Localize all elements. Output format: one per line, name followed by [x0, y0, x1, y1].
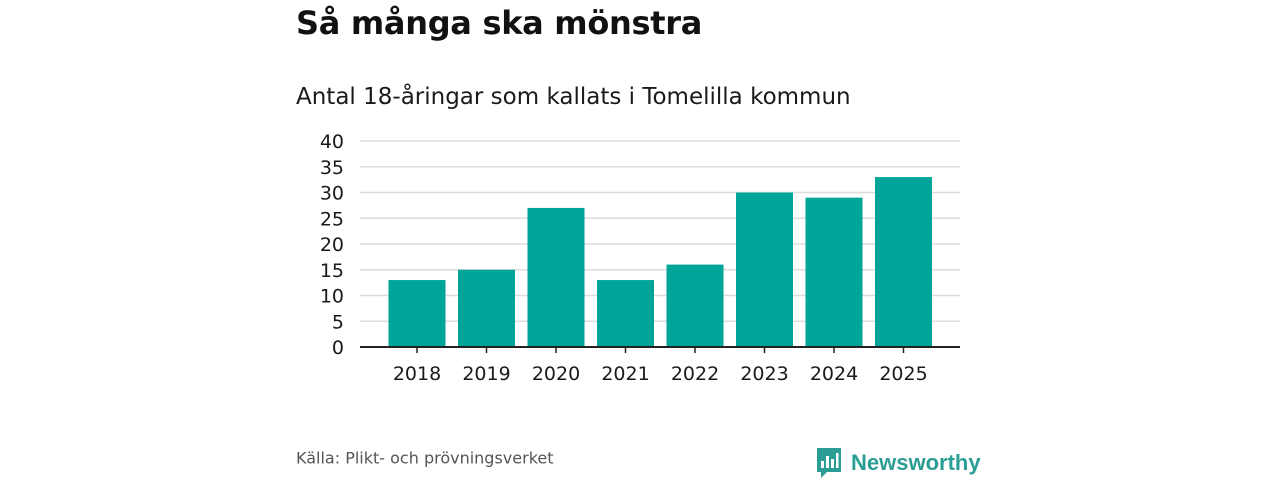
y-tick-label: 10	[320, 286, 344, 308]
bar-2022[interactable]	[666, 264, 724, 347]
bar-2019[interactable]	[458, 269, 515, 347]
brand-name: Newsworthy	[851, 450, 981, 475]
x-tick-labels: 2018 2019 2020 2021 2022 2023 2024 2025	[393, 347, 928, 385]
bars	[388, 177, 932, 348]
chart-title: Så många ska mönstra	[296, 4, 703, 42]
y-tick-label: 0	[332, 337, 344, 359]
x-tick-label: 2020	[532, 363, 580, 385]
bar-2023[interactable]	[736, 192, 793, 348]
x-tick-label: 2018	[393, 363, 441, 385]
y-tick-label: 35	[320, 157, 344, 179]
bar-2025[interactable]	[875, 177, 932, 347]
bar-2024[interactable]	[805, 197, 863, 347]
brand-logo[interactable]: Newsworthy	[815, 446, 981, 480]
bar-2018[interactable]	[388, 280, 446, 347]
y-tick-label: 15	[320, 260, 344, 282]
bar-2020[interactable]	[527, 207, 585, 347]
source-note: Källa: Plikt- och prövningsverket	[296, 448, 554, 468]
x-tick-label: 2021	[601, 363, 649, 385]
x-tick-label: 2023	[740, 363, 788, 385]
y-tick-label: 25	[320, 208, 344, 230]
bar-2021[interactable]	[597, 280, 654, 347]
x-tick-label: 2025	[879, 363, 927, 385]
chart-subtitle: Antal 18-åringar som kallats i Tomelilla…	[296, 84, 851, 110]
x-tick-label: 2024	[810, 363, 858, 385]
y-tick-label: 40	[320, 131, 344, 153]
x-tick-label: 2019	[462, 363, 510, 385]
y-tick-label: 30	[320, 183, 344, 205]
y-tick-labels: 0 5 10 15 20 25 30 35 40	[320, 131, 344, 359]
y-tick-label: 20	[320, 234, 344, 256]
gridlines	[360, 140, 960, 322]
y-tick-label: 5	[332, 311, 344, 333]
newsworthy-logo-icon	[817, 448, 841, 478]
x-tick-label: 2022	[671, 363, 719, 385]
